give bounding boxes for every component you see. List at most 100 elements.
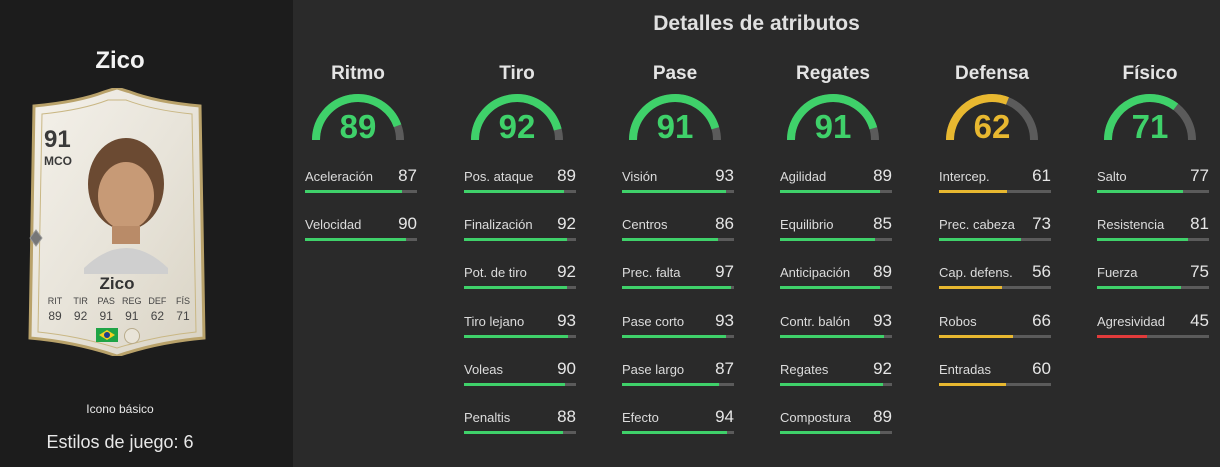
attribute-value: 92 [557, 262, 576, 281]
attribute-row: Voleas 90 [464, 359, 576, 392]
player-card[interactable]: 91 MCO Zico RIT TIR PAS REG DEF FÍS 89 9… [18, 88, 216, 356]
attribute-value: 89 [557, 166, 576, 185]
playstyles-button[interactable]: Estilos de juego: 6 [0, 432, 240, 453]
category-name: Defensa [955, 63, 1029, 84]
attribute-row: Aceleración 87 [305, 166, 417, 199]
category-4: Defensa 62 Intercep. 61 Prec. cabeza 73 Cap. d… [927, 0, 1077, 467]
attribute-bar-fill [464, 238, 568, 241]
attribute-bar-track [780, 383, 892, 386]
playstyles-count: 6 [183, 432, 194, 452]
attribute-row: Fuerza 75 [1097, 262, 1209, 295]
card-stat-value: 91 [99, 309, 113, 323]
attribute-bar-fill [939, 383, 1007, 386]
attribute-value: 66 [1032, 311, 1051, 330]
attribute-bar-track [464, 190, 576, 193]
category-name: Regates [796, 63, 870, 84]
category-gauge [312, 94, 404, 141]
attribute-bar-track [464, 431, 576, 434]
category-value: 89 [339, 108, 377, 145]
attribute-bar-track [464, 286, 576, 289]
attribute-name: Velocidad [305, 217, 362, 232]
attribute-value: 93 [715, 166, 734, 185]
attribute-value: 89 [873, 166, 892, 185]
category-name: Pase [652, 63, 698, 84]
attribute-row: Entradas 60 [939, 359, 1051, 392]
attribute-name: Prec. falta [622, 265, 681, 280]
attribute-bar-track [780, 431, 892, 434]
attribute-name: Pos. ataque [464, 169, 534, 184]
attribute-bar-track [622, 383, 734, 386]
attribute-bar-fill [622, 190, 727, 193]
attribute-value: 73 [1032, 214, 1051, 233]
attribute-row: Pot. de tiro 92 [464, 262, 576, 295]
attribute-bar-fill [1097, 286, 1181, 289]
attribute-name: Finalización [464, 217, 533, 232]
attribute-bar-track [464, 238, 576, 241]
category-value: 62 [973, 108, 1011, 145]
attribute-name: Salto [1097, 169, 1127, 184]
attribute-bar-fill [464, 335, 569, 338]
card-stat-value: 62 [150, 309, 165, 323]
category-3: Regates 91 Agilidad 89 Equilibrio 85 Anticipac… [768, 0, 918, 467]
attribute-value: 89 [873, 407, 892, 426]
category-1: Tiro 92 Pos. ataque 89 Finalización 92 Pot. de… [452, 0, 602, 467]
attribute-bar-track [939, 335, 1051, 338]
card-flags [96, 328, 140, 344]
attribute-bar-fill [1097, 190, 1184, 193]
attribute-row: Centros 86 [622, 214, 734, 247]
category-gauge [787, 94, 879, 141]
attribute-row: Efecto 94 [622, 407, 734, 440]
category-value: 91 [656, 108, 694, 145]
card-stat-value: 71 [176, 309, 190, 323]
attribute-bar-track [939, 190, 1051, 193]
attribute-value: 61 [1032, 166, 1051, 185]
attribute-value: 75 [1190, 262, 1209, 281]
attribute-name: Penaltis [464, 410, 511, 425]
attribute-value: 89 [873, 262, 892, 281]
attribute-bar-fill [939, 335, 1013, 338]
card-stat-labels: RIT TIR PAS REG DEF FÍS [44, 296, 194, 306]
gauge-fill [629, 94, 720, 141]
attribute-value: 93 [873, 311, 892, 330]
attribute-name: Regates [780, 362, 829, 377]
attribute-name: Fuerza [1097, 265, 1138, 280]
attribute-bar-fill [622, 335, 727, 338]
attribute-value: 45 [1190, 311, 1209, 330]
attribute-bar-fill [939, 190, 1008, 193]
category-gauge [946, 94, 1038, 141]
attribute-bar-fill [464, 383, 565, 386]
attribute-bar-track [780, 335, 892, 338]
card-stat-value: 89 [48, 309, 62, 323]
attribute-bar-track [1097, 286, 1209, 289]
gauge-fill [787, 94, 878, 141]
attribute-bar-fill [305, 238, 406, 241]
attribute-bar-fill [622, 431, 728, 434]
card-rating: 91 [44, 126, 71, 153]
card-stat-label: TIR [73, 296, 88, 306]
attribute-row: Penaltis 88 [464, 407, 576, 440]
attribute-value: 86 [715, 214, 734, 233]
category-name: Físico [1122, 63, 1178, 84]
attribute-bar-track [305, 238, 417, 241]
attribute-name: Pase corto [622, 314, 685, 329]
player-panel: Zico 91 MCO Zico RIT TIR [0, 0, 293, 467]
attribute-value: 88 [557, 407, 576, 426]
card-stat-values: 89 92 91 91 62 71 [44, 309, 194, 323]
player-name-title: Zico [95, 47, 145, 74]
attribute-row: Pase largo 87 [622, 359, 734, 392]
attribute-bar-track [622, 190, 734, 193]
attribute-name: Aceleración [305, 169, 373, 184]
attribute-bar-track [622, 431, 734, 434]
attribute-bar-track [939, 238, 1051, 241]
attribute-value: 77 [1190, 166, 1209, 185]
attribute-bar-track [780, 190, 892, 193]
attribute-bar-track [780, 286, 892, 289]
attribute-name: Efecto [622, 410, 659, 425]
attribute-row: Agresividad 45 [1097, 311, 1209, 344]
gauge-fill [312, 94, 402, 141]
club-badge-icon [124, 328, 140, 344]
attribute-row: Robos 66 [939, 311, 1051, 344]
attribute-name: Compostura [780, 410, 851, 425]
attribute-name: Intercep. [939, 169, 990, 184]
attribute-value: 92 [557, 214, 576, 233]
